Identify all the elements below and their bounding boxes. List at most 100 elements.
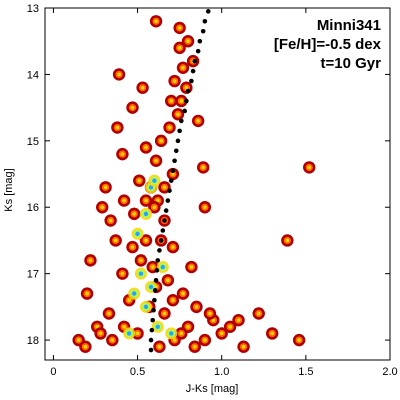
density-peak — [165, 327, 178, 340]
star-point — [149, 154, 163, 167]
isochrone-point — [195, 48, 201, 54]
star-point — [223, 320, 237, 333]
y-axis-label: Ks [mag] — [3, 168, 15, 211]
isochrone-point — [202, 18, 208, 24]
isochrone-point — [182, 108, 187, 114]
star-point — [198, 333, 212, 347]
star-point — [126, 101, 139, 114]
star-point — [153, 340, 166, 353]
annotation-line-1: Minni341 — [317, 17, 381, 34]
star-point — [168, 74, 181, 88]
star-point — [232, 313, 245, 327]
x-axis-label: J-Ks [mag] — [186, 383, 239, 395]
x-tick-label: 1.0 — [214, 366, 229, 378]
star-point — [166, 240, 180, 254]
y-tick-label: 18 — [27, 335, 39, 347]
star-point — [134, 254, 148, 267]
star-point — [136, 81, 149, 94]
star-point — [96, 201, 109, 214]
isochrone-point — [152, 287, 158, 293]
star-point — [163, 121, 176, 134]
star-point — [166, 167, 180, 181]
density-peak — [131, 227, 144, 240]
density-peak — [148, 174, 161, 187]
density-peak — [128, 287, 141, 300]
x-tick-label: 2.0 — [382, 366, 397, 378]
isochrone-point — [149, 327, 155, 333]
isochrone-point — [155, 258, 161, 263]
isochrone-point — [150, 317, 156, 323]
star-point — [166, 294, 180, 307]
star-point — [127, 207, 141, 221]
star-point — [133, 174, 146, 187]
star-point — [84, 254, 97, 267]
star-point — [181, 35, 195, 48]
isochrone-point — [160, 228, 166, 233]
star-point — [117, 194, 131, 207]
density-peak — [123, 327, 136, 340]
y-tick-label: 14 — [27, 69, 39, 81]
y-tick-label: 13 — [27, 3, 39, 15]
star-point — [281, 234, 294, 247]
star-point — [154, 134, 168, 148]
isochrone-point — [184, 98, 189, 104]
star-point — [176, 287, 190, 300]
star-point — [215, 327, 228, 340]
star-point — [104, 214, 117, 227]
star-point — [292, 333, 306, 347]
plot-layer — [72, 9, 316, 353]
isochrone-point — [197, 38, 203, 44]
star-point — [109, 234, 122, 247]
isochrone-point — [205, 9, 211, 14]
star-point — [131, 327, 144, 340]
star-point — [102, 307, 116, 320]
x-tick-label: 1.5 — [298, 366, 313, 378]
star-point — [196, 161, 210, 174]
isochrone-point — [148, 337, 154, 343]
star-point — [112, 68, 126, 81]
star-point — [94, 327, 107, 340]
star-point — [161, 274, 175, 287]
star-point — [185, 260, 198, 274]
isochrone-point — [173, 148, 179, 154]
isochrone-point — [148, 347, 154, 353]
isochrone-point — [177, 128, 182, 134]
isochrone-point — [200, 28, 206, 34]
density-peak — [134, 267, 147, 280]
isochrone-point — [157, 248, 162, 253]
isochrone-point — [165, 198, 171, 203]
star-point — [237, 340, 250, 353]
isochrone-point — [170, 168, 176, 174]
star-point — [171, 108, 185, 121]
star-point — [149, 15, 163, 28]
density-peak — [139, 300, 152, 313]
isochrone-point — [151, 307, 156, 313]
star-point — [303, 161, 316, 174]
isochrone-point — [153, 278, 159, 283]
star-point — [191, 114, 205, 128]
star-point — [175, 94, 188, 108]
y-tick-label: 16 — [27, 202, 39, 214]
star-point — [175, 327, 188, 340]
star-point — [198, 201, 212, 214]
star-point — [80, 287, 94, 300]
y-tick-label: 15 — [27, 136, 39, 148]
isochrone-point — [163, 208, 169, 213]
star-point — [139, 141, 153, 154]
star-point — [126, 240, 139, 254]
axes-layer: 0 0.5 1.0 1.5 2.0 13 14 15 16 17 18 — [27, 3, 398, 378]
star-point — [190, 300, 203, 314]
annotation-line-2: [Fe/H]=-0.5 dex — [274, 36, 382, 53]
isochrone-point — [179, 118, 184, 124]
isochrone-point — [192, 58, 198, 64]
annotation-line-3: t=10 Gyr — [321, 55, 382, 72]
isochrone-point — [162, 218, 167, 223]
isochrone-point — [168, 178, 174, 183]
star-point — [173, 41, 186, 55]
star-point — [176, 61, 190, 74]
x-tick-label: 0 — [50, 366, 56, 378]
x-tick-label: 0.5 — [130, 366, 145, 378]
star-point — [99, 181, 112, 194]
isochrone-point — [158, 238, 164, 243]
star-point — [173, 21, 186, 35]
